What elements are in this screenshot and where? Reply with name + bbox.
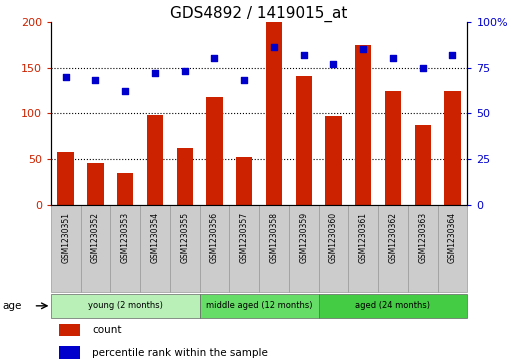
Point <box>329 61 337 67</box>
Text: GSM1230359: GSM1230359 <box>299 212 308 263</box>
Point <box>61 74 70 79</box>
Bar <box>319 205 348 292</box>
Bar <box>289 205 319 292</box>
Bar <box>444 91 461 205</box>
Point <box>270 45 278 50</box>
Bar <box>87 163 104 205</box>
Point <box>419 65 427 70</box>
Bar <box>81 205 110 292</box>
Point <box>300 52 308 58</box>
Text: young (2 months): young (2 months) <box>88 301 163 310</box>
Text: age: age <box>3 301 22 311</box>
Point <box>359 46 367 52</box>
Bar <box>348 205 378 292</box>
Bar <box>51 205 81 292</box>
Text: middle aged (12 months): middle aged (12 months) <box>206 301 312 310</box>
Text: GSM1230364: GSM1230364 <box>448 212 457 263</box>
Text: GSM1230351: GSM1230351 <box>61 212 70 263</box>
Text: GSM1230361: GSM1230361 <box>359 212 368 263</box>
Bar <box>200 205 229 292</box>
Bar <box>408 205 437 292</box>
Text: GSM1230358: GSM1230358 <box>269 212 278 263</box>
Bar <box>259 205 289 292</box>
Bar <box>415 125 431 205</box>
Bar <box>176 148 193 205</box>
Text: aged (24 months): aged (24 months) <box>356 301 430 310</box>
Bar <box>59 324 80 336</box>
Bar <box>206 97 223 205</box>
Bar <box>236 158 252 205</box>
Bar <box>437 205 467 292</box>
Bar <box>355 45 371 205</box>
Bar <box>266 22 282 205</box>
Bar <box>51 294 200 318</box>
Bar <box>57 152 74 205</box>
Bar <box>117 173 134 205</box>
Point <box>121 89 129 94</box>
Text: GSM1230353: GSM1230353 <box>121 212 130 263</box>
Text: GSM1230363: GSM1230363 <box>418 212 427 263</box>
Bar <box>200 294 319 318</box>
Text: GSM1230355: GSM1230355 <box>180 212 189 263</box>
Bar <box>319 294 467 318</box>
Text: GSM1230352: GSM1230352 <box>91 212 100 263</box>
Point <box>389 56 397 61</box>
Text: GSM1230362: GSM1230362 <box>389 212 397 263</box>
Text: GSM1230360: GSM1230360 <box>329 212 338 263</box>
Bar <box>325 116 342 205</box>
Point <box>240 78 248 83</box>
Bar <box>385 90 401 205</box>
Point <box>210 56 218 61</box>
Text: GSM1230356: GSM1230356 <box>210 212 219 263</box>
Bar <box>229 205 259 292</box>
Text: GSM1230354: GSM1230354 <box>150 212 160 263</box>
Bar <box>170 205 200 292</box>
Text: GSM1230357: GSM1230357 <box>240 212 249 263</box>
Bar <box>147 115 163 205</box>
Point <box>181 68 189 74</box>
Title: GDS4892 / 1419015_at: GDS4892 / 1419015_at <box>170 5 348 22</box>
Bar <box>110 205 140 292</box>
Point <box>151 70 159 76</box>
Point <box>91 78 100 83</box>
Bar <box>296 76 312 205</box>
Bar <box>378 205 408 292</box>
Text: count: count <box>92 325 122 335</box>
Bar <box>140 205 170 292</box>
Text: percentile rank within the sample: percentile rank within the sample <box>92 347 268 358</box>
Bar <box>59 346 80 359</box>
Point <box>449 52 457 58</box>
